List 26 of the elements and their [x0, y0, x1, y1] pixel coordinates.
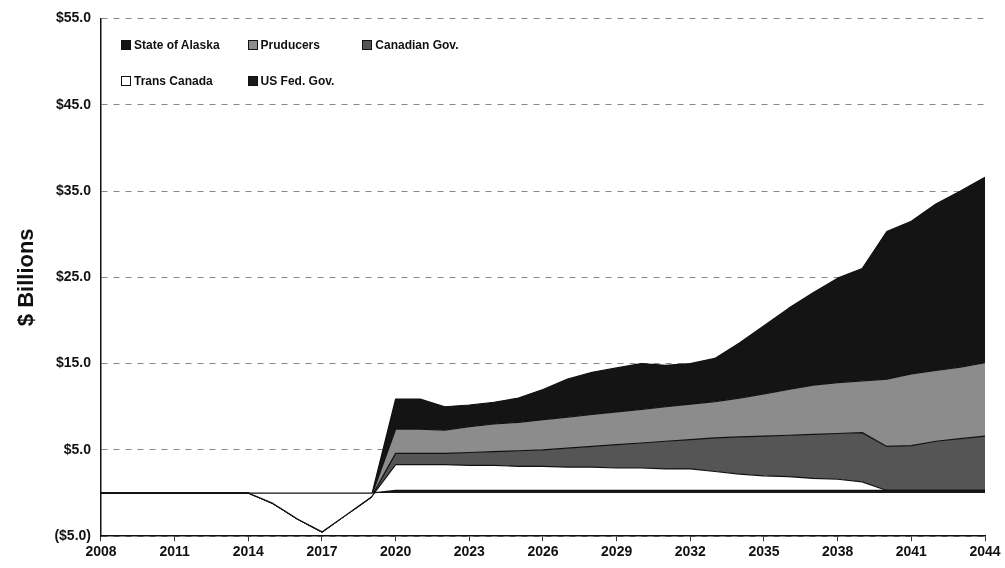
x-tick-label: 2041 [895, 543, 928, 560]
x-tick-label: 2023 [453, 543, 486, 560]
x-tick-label: 2017 [306, 543, 338, 560]
legend-label: State of Alaska [133, 38, 220, 53]
y-tick-label: $35.0 [55, 181, 92, 198]
x-tick-label: 2011 [159, 543, 191, 560]
x-tick-label: 2035 [748, 543, 780, 560]
x-tick-label: 2032 [674, 543, 707, 560]
legend-label: US Fed. Gov. [260, 74, 335, 89]
x-tick-label: 2044 [969, 543, 1001, 560]
y-axis-title: $ Billions [13, 228, 39, 327]
x-tick-label: 2014 [232, 543, 265, 560]
y-tick-label: ($5.0) [54, 527, 91, 544]
y-tick-label: $5.0 [63, 440, 92, 457]
legend-label: Pruducers [260, 38, 320, 53]
x-tick-label: 2008 [85, 543, 117, 560]
y-tick-label: $45.0 [55, 95, 92, 112]
y-tick-label: $15.0 [55, 354, 92, 371]
y-tick-label: $25.0 [55, 268, 92, 285]
x-tick-label: 2029 [601, 543, 633, 560]
x-tick-label: 2038 [822, 543, 854, 560]
legend-label: Canadian Gov. [375, 38, 459, 53]
y-tick-label: $55.0 [55, 9, 92, 26]
x-tick-label: 2020 [380, 543, 412, 560]
legend-label: Trans Canada [133, 74, 213, 89]
x-tick-label: 2026 [527, 543, 559, 560]
